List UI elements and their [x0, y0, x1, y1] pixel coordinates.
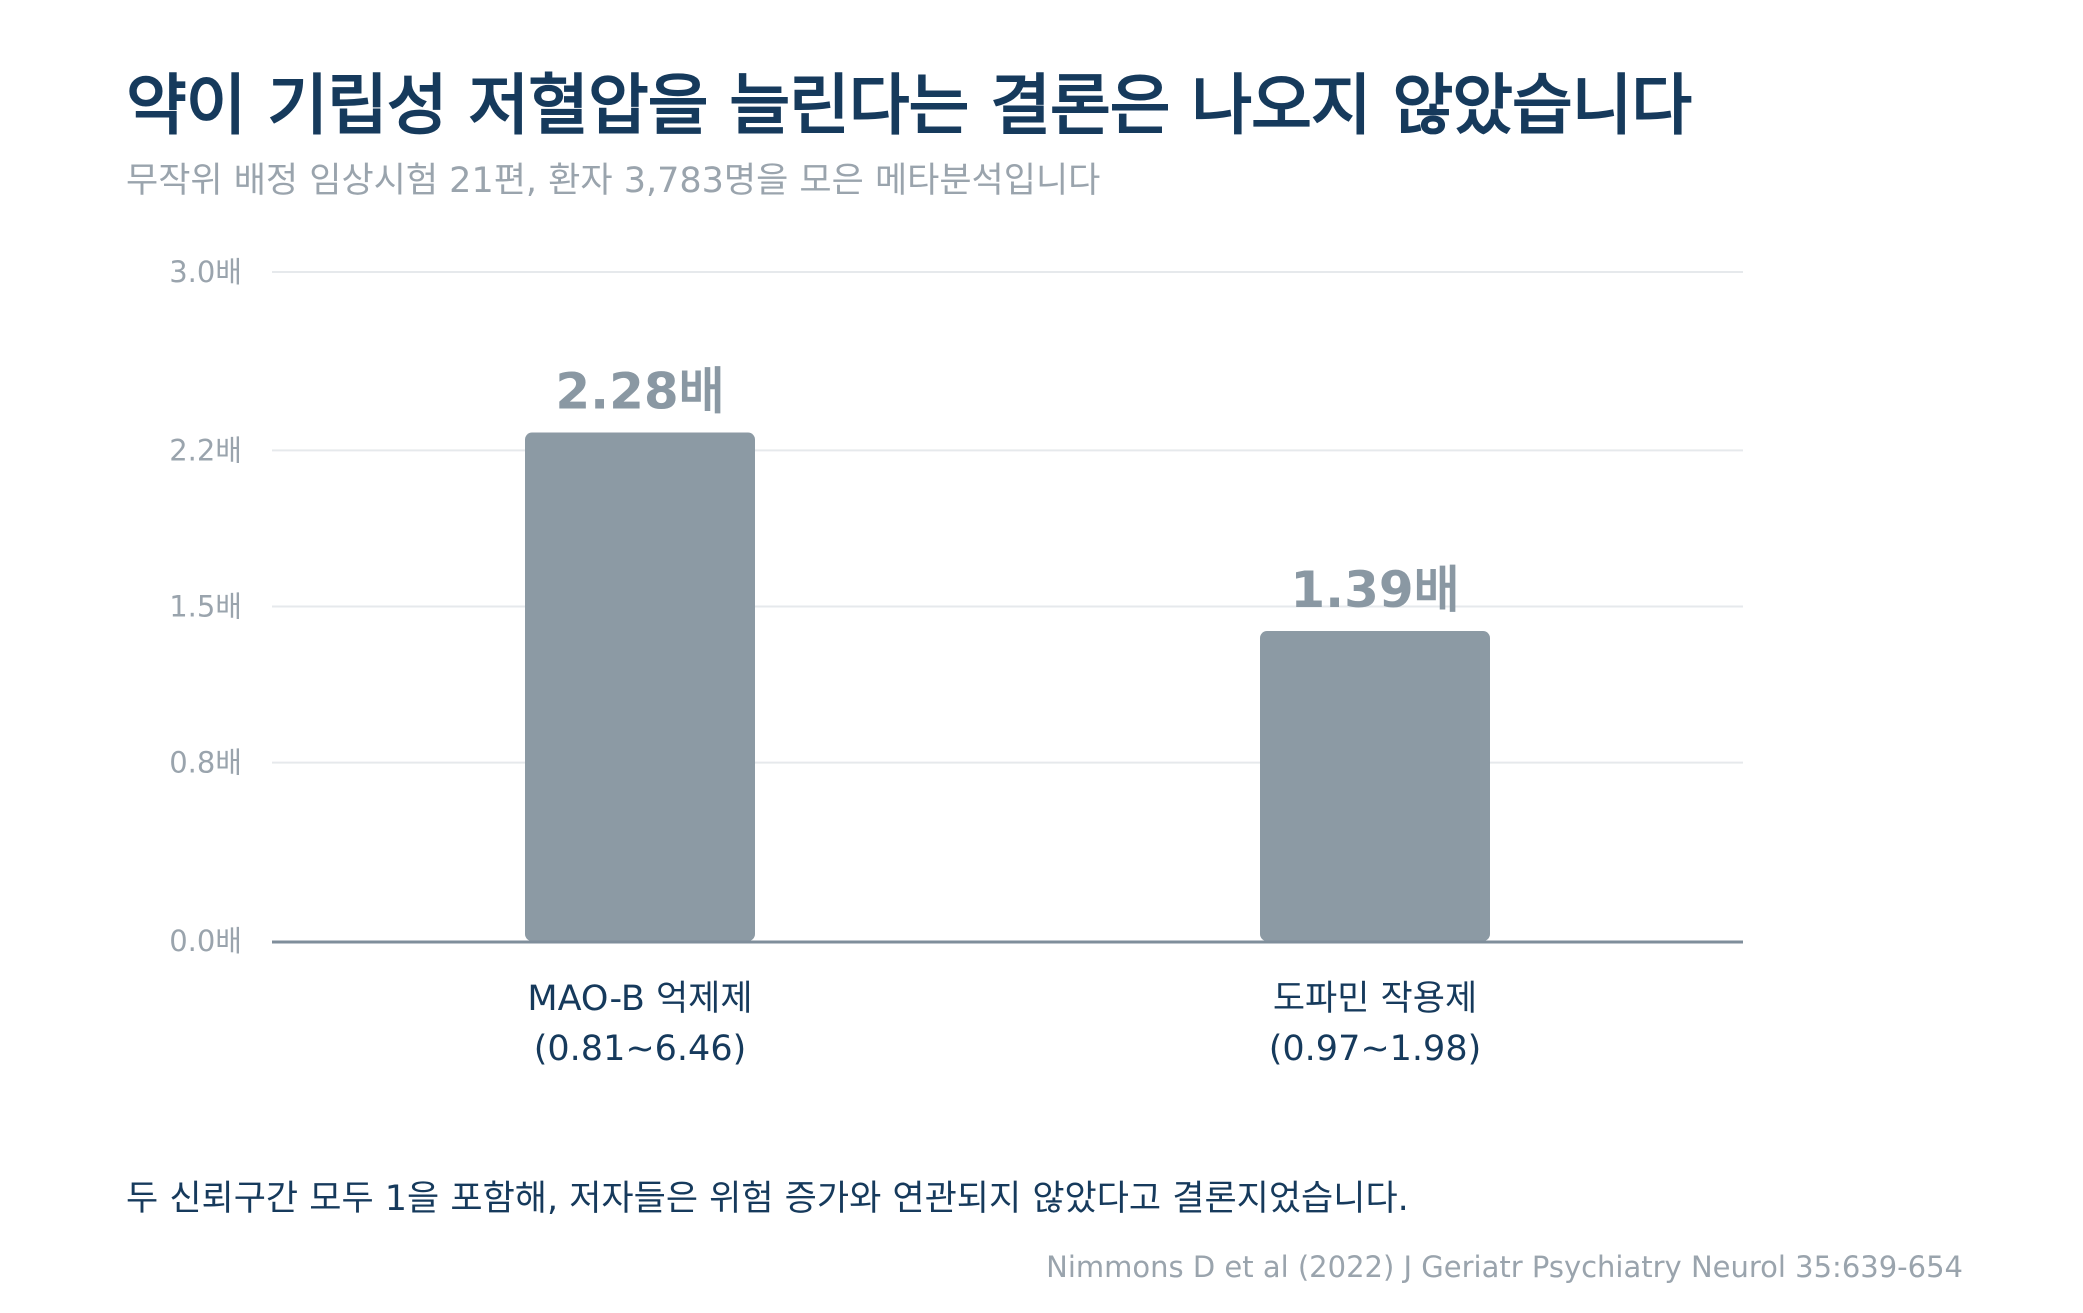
y-tick-label: 3.0배	[169, 255, 242, 289]
confidence-interval-label: (0.81~6.46)	[534, 1029, 747, 1069]
bar-value-label: 2.28배	[555, 363, 724, 421]
source-citation: Nimmons D et al (2022) J Geriatr Psychia…	[1046, 1250, 1963, 1284]
bar-value-label: 1.39배	[1290, 561, 1459, 619]
category-label: 도파민 작용제	[1273, 979, 1477, 1019]
y-tick-label: 0.8배	[169, 746, 242, 780]
y-tick-label: 0.0배	[169, 924, 242, 958]
footnote: 두 신뢰구간 모두 1을 포함해, 저자들은 위험 증가와 연관되지 않았다고 …	[126, 1179, 1409, 1219]
category-labels: MAO-B 억제제 (0.81~6.46) 도파민 작용제 (0.97~1.98)	[527, 979, 1481, 1069]
bar	[525, 432, 755, 941]
grid-lines	[272, 271, 1743, 764]
confidence-interval-label: (0.97~1.98)	[1269, 1029, 1482, 1069]
bar	[1260, 631, 1490, 941]
bars: 2.28배 1.39배	[525, 363, 1490, 941]
y-tick-label: 2.2배	[169, 433, 242, 467]
y-axis-ticks: 0.0배 0.8배 1.5배 2.2배 3.0배	[169, 255, 242, 958]
category-label: MAO-B 억제제	[527, 979, 752, 1019]
chart-subtitle: 무작위 배정 임상시험 21편, 환자 3,783명을 모은 메타분석입니다	[126, 161, 1101, 201]
chart-title: 약이 기립성 저혈압을 늘린다는 결론은 나오지 않았습니다	[126, 67, 1692, 144]
y-tick-label: 1.5배	[169, 590, 242, 624]
